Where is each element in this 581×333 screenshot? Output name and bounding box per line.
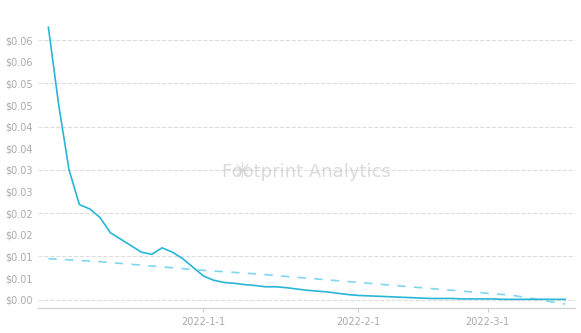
Text: ✳: ✳ bbox=[233, 162, 252, 182]
Text: Footprint Analytics: Footprint Analytics bbox=[223, 163, 391, 181]
